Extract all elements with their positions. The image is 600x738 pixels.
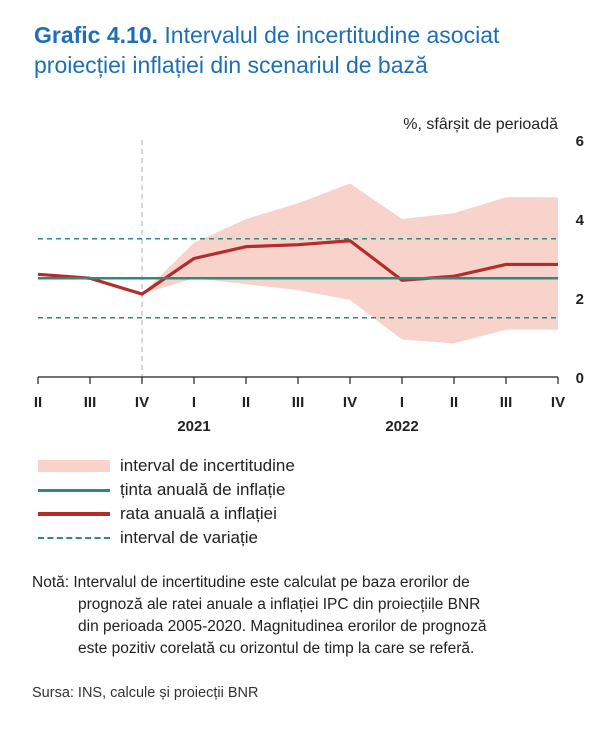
source-text: Sursa: INS, calcule și proiecții BNR (32, 685, 259, 701)
x-tick-label-1: III (84, 394, 97, 411)
note-line3: din perioada 2005-2020. Magnitudinea ero… (78, 618, 487, 635)
year-label-1: 2022 (385, 418, 418, 435)
x-tick-label-3: I (192, 394, 196, 411)
x-tick-label-4: II (242, 394, 250, 411)
legend-swatch-variation (38, 537, 110, 539)
x-tick-label-6: IV (343, 394, 357, 411)
note-line4: este pozitiv corelată cu orizontul de ti… (78, 640, 475, 657)
legend-label-band: interval de incertitudine (120, 456, 295, 475)
y-tick-label-3: 6 (576, 133, 584, 150)
y-tick-label-1: 2 (576, 291, 584, 308)
legend-swatch-inflation (38, 512, 110, 516)
legend: interval de incertitudine ținta anuală d… (38, 454, 295, 550)
x-tick-label-2: IV (135, 394, 149, 411)
x-tick-label-8: II (450, 394, 458, 411)
note: Notă: Intervalul de incertitudine este c… (32, 572, 592, 660)
legend-item-variation: interval de variație (38, 526, 295, 550)
x-tick-label-7: I (400, 394, 404, 411)
x-tick-label-0: II (34, 394, 42, 411)
x-tick-label-5: III (292, 394, 305, 411)
x-tick-label-10: IV (551, 394, 565, 411)
uncertainty-band (38, 183, 558, 344)
legend-swatch-target (38, 488, 110, 492)
note-line2: prognoză ale ratei anuale a inflației IP… (78, 596, 481, 613)
legend-item-band: interval de incertitudine (38, 454, 295, 478)
chart-title: Grafic 4.10. Intervalul de incertitudine… (34, 20, 574, 80)
legend-swatch-band (38, 460, 110, 472)
year-label-0: 2021 (177, 418, 210, 435)
chart-title-line1: Intervalul de incertitudine asociat (164, 22, 500, 48)
unit-label: %, sfârșit de perioadă (403, 116, 558, 133)
chart-number: Grafic 4.10. (34, 22, 159, 48)
note-prefix: Notă: (32, 574, 70, 591)
legend-item-inflation: rata anuală a inflației (38, 502, 295, 526)
legend-label-target: ținta anuală de inflație (120, 480, 286, 499)
y-tick-label-2: 4 (576, 212, 585, 229)
y-tick-label-0: 0 (576, 370, 584, 387)
note-line1: Intervalul de incertitudine este calcula… (73, 574, 470, 591)
x-tick-label-9: III (500, 394, 513, 411)
chart-title-line2: proiecției inflației din scenariul de ba… (34, 52, 428, 78)
legend-item-target: ținta anuală de inflație (38, 478, 295, 502)
inflation-line (37, 239, 558, 296)
legend-label-inflation: rata anuală a inflației (120, 504, 277, 523)
legend-label-variation: interval de variație (120, 528, 258, 547)
